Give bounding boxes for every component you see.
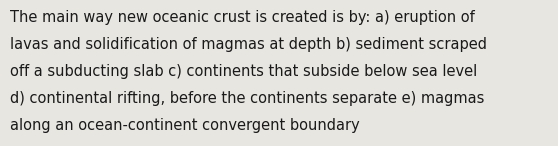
- Text: along an ocean-continent convergent boundary: along an ocean-continent convergent boun…: [10, 118, 360, 133]
- Text: off a subducting slab c) continents that subside below sea level: off a subducting slab c) continents that…: [10, 64, 477, 79]
- Text: d) continental rifting, before the continents separate e) magmas: d) continental rifting, before the conti…: [10, 91, 484, 106]
- Text: lavas and solidification of magmas at depth b) sediment scraped: lavas and solidification of magmas at de…: [10, 37, 487, 52]
- Text: The main way new oceanic crust is created is by: a) eruption of: The main way new oceanic crust is create…: [10, 10, 475, 25]
